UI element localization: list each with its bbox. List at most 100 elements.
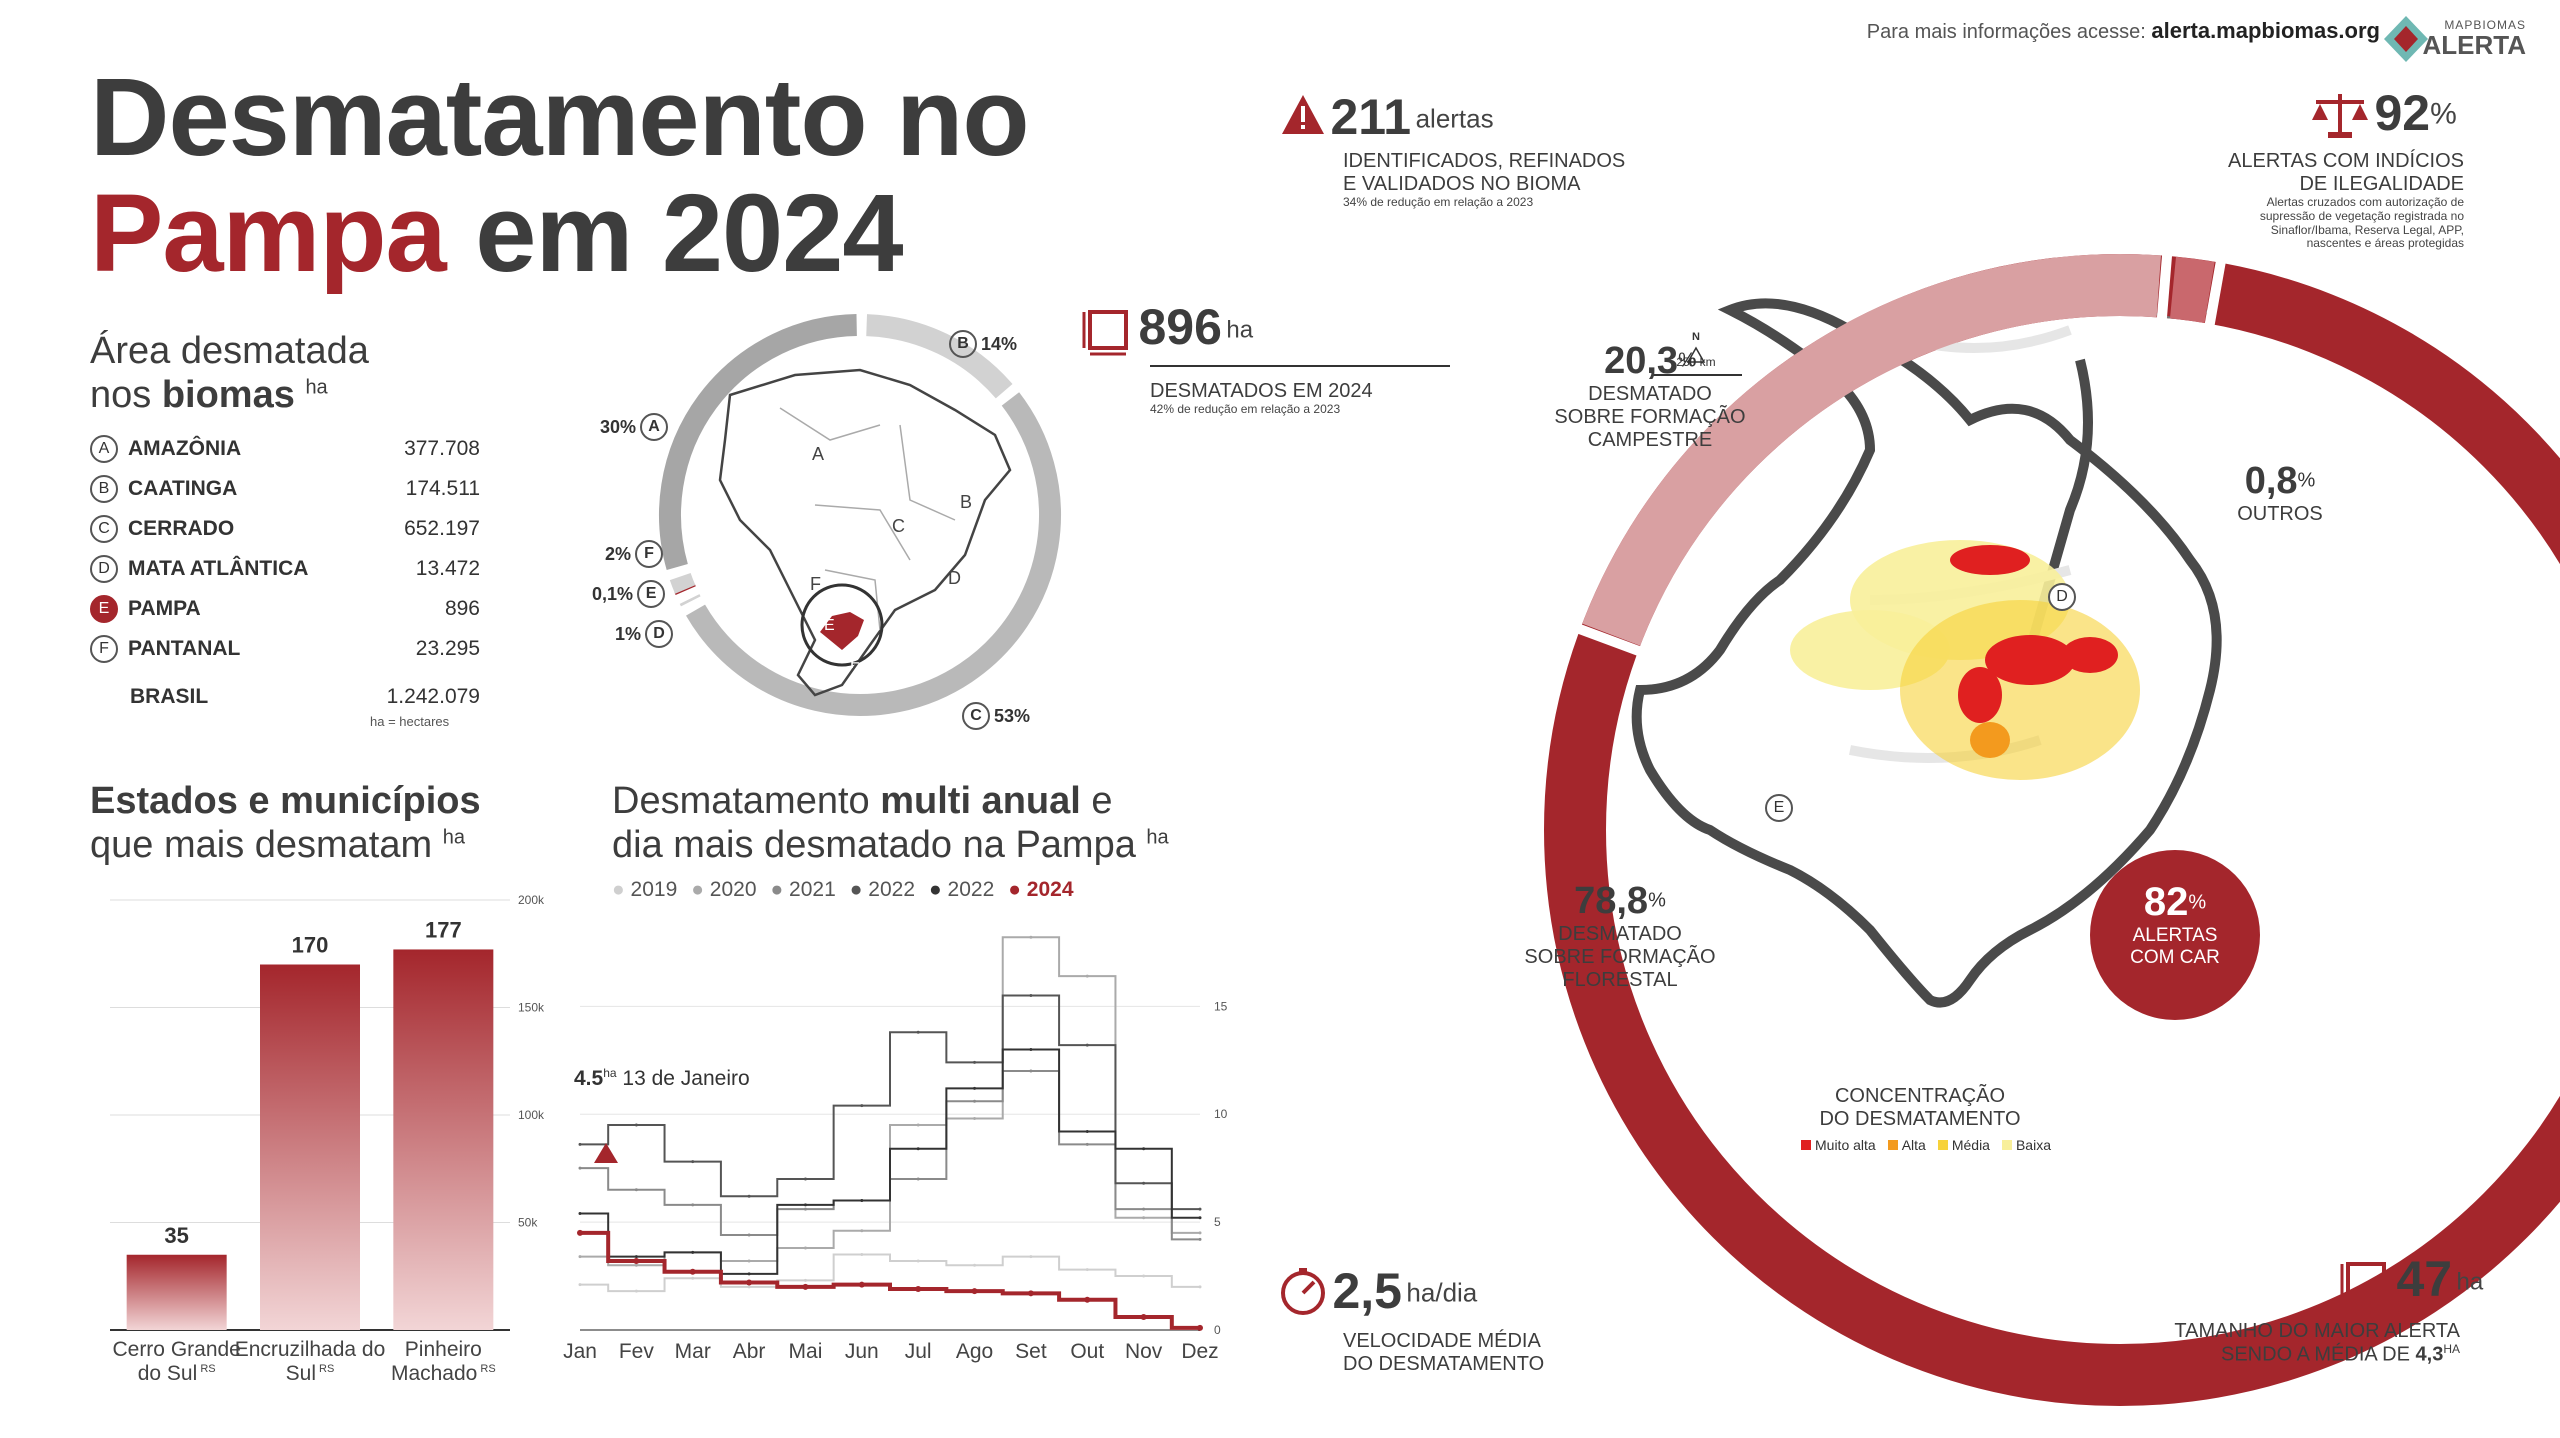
biome-value: 896 <box>444 597 480 620</box>
car-label2: COM CAR <box>2130 947 2220 968</box>
bar <box>260 964 360 1330</box>
illegal-note1: Alertas cruzados com autorização de <box>2266 195 2464 209</box>
donut-letter-badge: A <box>640 413 669 441</box>
area-label-block: DESMATADOS EM 2024 42% de redução em rel… <box>1150 380 1373 417</box>
multi-heading-pre: Desmatamento <box>612 780 881 822</box>
line-legend-dot: ● <box>770 878 790 901</box>
line-point <box>916 1177 920 1181</box>
line-x-label: Jun <box>845 1340 879 1363</box>
line-point <box>634 1289 638 1293</box>
line-point <box>1085 1142 1089 1146</box>
line-point <box>1142 1274 1146 1278</box>
car-value: 82 <box>2143 880 2189 924</box>
illegal-value: 92 <box>2374 85 2431 141</box>
line-point <box>578 1142 582 1146</box>
line-point <box>577 1229 583 1236</box>
kpi-max-alert: 47 ha <box>2340 1250 2483 1308</box>
donut-arc-f <box>669 572 696 594</box>
outros-value: 0,8 <box>2244 460 2298 502</box>
biome-name: AMAZÔNIA <box>128 437 242 460</box>
bar-value-label: 35 <box>164 1223 188 1248</box>
map-letter-badge: E <box>1765 794 1793 822</box>
line-point <box>1142 1216 1146 1220</box>
multi-heading-line2: dia mais desmatado na Pampa <box>612 823 1136 866</box>
donut-arc-c <box>686 392 1061 716</box>
svg-text:250 km: 250 km <box>1676 355 1715 369</box>
line-point <box>578 1166 582 1170</box>
line-legend-label: 2024 <box>1026 878 1074 901</box>
map-scale: N 250 km <box>1652 331 1742 376</box>
donut-letter-badge: B <box>949 330 977 358</box>
line-point <box>634 1255 638 1259</box>
bar-value-label: 177 <box>425 917 462 942</box>
biome-donut: A B C D F E F <box>659 314 1061 716</box>
illegal-label: ALERTAS COM INDÍCIOS DE ILEGALIDADE Aler… <box>2228 150 2464 251</box>
line-x-label: Nov <box>1125 1340 1163 1363</box>
biome-row: E PAMPA 896 <box>90 592 480 626</box>
line-point <box>1085 1129 1089 1133</box>
biome-value: 652.197 <box>404 517 480 540</box>
multi-line-chart: 0 5 10 15 Jan Fev Mar Abr Mai Jun Jul Ago Set Out Nov D… <box>563 935 1228 1363</box>
line-x-label: Abr <box>733 1340 766 1363</box>
car-unit: % <box>2188 891 2207 914</box>
line-point <box>971 1288 978 1295</box>
biome-total-value: 1.242.079 <box>386 685 480 708</box>
donut-label: 0,1% E <box>592 580 669 608</box>
info-line: Para mais informações acesse: alerta.map… <box>1867 18 2380 44</box>
conc-title2: DO DESMATAMENTO <box>1819 1108 2021 1130</box>
line-x-label: Mar <box>675 1340 711 1363</box>
bar-y-tick: 200k <box>518 893 545 907</box>
line-point <box>747 1259 751 1263</box>
line-x-label: Mai <box>789 1340 823 1363</box>
svg-text:C: C <box>892 516 905 536</box>
donut-letter-badge: F <box>635 540 664 568</box>
line-point <box>803 1203 807 1207</box>
line-point <box>1085 974 1089 978</box>
annotation-unit: ha <box>603 1066 617 1080</box>
alerts-label2: E VALIDADOS NO BIOMA <box>1343 173 1581 195</box>
line-point <box>803 1246 807 1250</box>
donut-label: 1% D <box>615 620 677 648</box>
line-point <box>578 1211 582 1215</box>
biome-letter-badge: C <box>90 515 118 543</box>
concentration-legend: CONCENTRAÇÃO DO DESMATAMENTO Muito alta A… <box>1770 1085 2070 1153</box>
hectares-note: ha = hectares <box>370 714 450 729</box>
line-point <box>860 1229 864 1233</box>
line-y-tick: 5 <box>1214 1215 1221 1229</box>
page-title: Desmatamento no Pampa em 2024 <box>90 60 1030 291</box>
info-url-link[interactable]: alerta.mapbiomas.org <box>2151 18 2380 43</box>
line-point <box>746 1279 753 1286</box>
line-point <box>860 1199 864 1203</box>
biome-value: 23.295 <box>415 637 480 660</box>
multi-heading: Desmatamento multi anual e dia mais desm… <box>612 780 1169 867</box>
line-y-tick: 0 <box>1214 1323 1221 1337</box>
biome-name: PAMPA <box>128 597 201 620</box>
biome-letter-badge: E <box>90 595 118 623</box>
line-point <box>747 1285 751 1289</box>
line-point <box>973 1086 977 1090</box>
line-point <box>1029 1069 1033 1073</box>
flor-value: 78,8 <box>1574 880 1649 922</box>
area-label: DESMATADOS EM 2024 <box>1150 380 1373 402</box>
line-point <box>803 1207 807 1211</box>
alert-icon <box>594 1143 618 1163</box>
line-point <box>915 1286 922 1292</box>
bar-category-state: RS <box>197 1363 215 1375</box>
donut-arc-a <box>659 314 857 571</box>
line-x-label: Set <box>1015 1340 1047 1363</box>
line-point <box>1142 1147 1146 1151</box>
bar-category-label: Sul RS <box>286 1362 335 1385</box>
line-legend-dot: ● <box>929 878 948 901</box>
line-x-label: Ago <box>956 1340 993 1363</box>
line-point <box>1197 1324 1203 1331</box>
illegal-note2: supressão de vegetação registrada no <box>2259 208 2464 223</box>
line-x-label: Dez <box>1181 1340 1218 1363</box>
scales-icon <box>2312 94 2368 138</box>
biome-row: B CAATINGA 174.511 <box>90 472 480 506</box>
ring-segments <box>1569 246 2228 659</box>
mapbiomas-logo[interactable]: MAPBIOMAS ALERTA <box>2384 14 2526 62</box>
line-point <box>1085 1043 1089 1047</box>
line-point <box>916 1030 920 1034</box>
line-point <box>803 1278 807 1282</box>
